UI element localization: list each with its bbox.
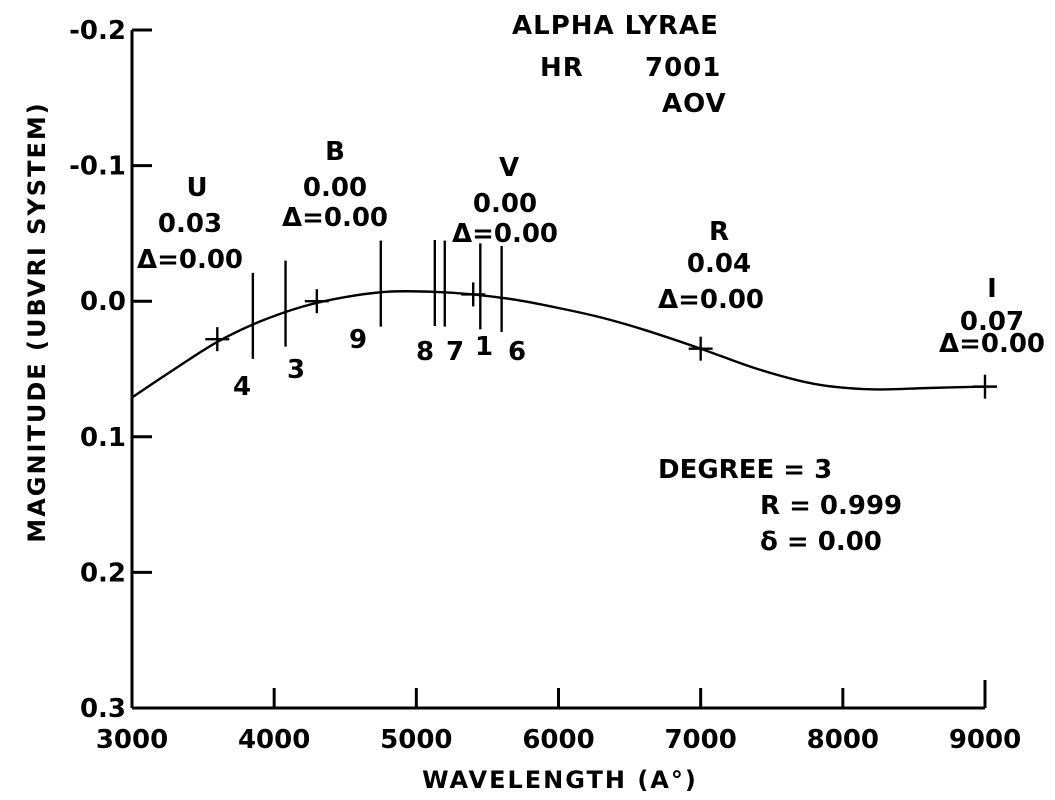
band-label-i: I — [987, 274, 997, 304]
filter-marker-label: 9 — [349, 325, 367, 355]
title-line-1: ALPHA LYRAE — [512, 11, 719, 41]
filter-marker-label: 8 — [416, 337, 434, 367]
band-delta-u: Δ=0.00 — [137, 245, 243, 275]
y-tick-label: 0.1 — [80, 423, 126, 453]
x-tick-label: 3000 — [96, 725, 168, 755]
band-value-r: 0.04 — [687, 249, 751, 279]
band-value-u: 0.03 — [158, 209, 222, 239]
band-value-b: 0.00 — [303, 173, 367, 203]
band-label-r: R — [709, 217, 729, 247]
fit-curve-layer — [131, 289, 986, 399]
axes: 3000 4000 5000 6000 7000 8000 9000-0.2-0.10.00… — [69, 16, 1021, 755]
fit-stat-degree: DEGREE = 3 — [658, 455, 832, 485]
band-value-i: 0.07 — [960, 307, 1024, 337]
fit-stat-r: R = 0.999 — [760, 491, 902, 521]
x-axis-title: WAVELENGTH (A°) — [422, 766, 698, 794]
filter-marker-label: 6 — [508, 337, 526, 367]
x-tick-label: 9000 — [949, 725, 1021, 755]
band-label-v: V — [499, 153, 519, 183]
filter-marker-label: 7 — [446, 337, 464, 367]
filter-marker-label: 3 — [287, 355, 305, 385]
filter-marker-label: 1 — [475, 332, 493, 362]
y-tick-label: -0.2 — [69, 16, 126, 46]
band-delta-i: Δ=0.00 — [939, 329, 1045, 359]
filter-marker-label: 4 — [233, 372, 251, 402]
fit-stat-delta: δ = 0.00 — [760, 527, 882, 557]
band-value-v: 0.00 — [473, 189, 537, 219]
band-delta-r: Δ=0.00 — [658, 285, 764, 315]
band-label-b: B — [325, 137, 345, 167]
filter-markers: 4 3 9 8 7 1 6 — [233, 239, 526, 402]
x-tick-label: 8000 — [807, 725, 879, 755]
x-tick-label: 6000 — [522, 725, 594, 755]
band-label-u: U — [186, 173, 207, 203]
y-tick-label: -0.1 — [69, 152, 126, 182]
band-delta-b: Δ=0.00 — [282, 203, 388, 233]
y-axis-title: MAGNITUDE (UBVRI SYSTEM) — [23, 101, 51, 542]
fit-curve — [131, 289, 986, 399]
y-tick-label: 0.3 — [80, 694, 126, 724]
y-tick-label: 0.0 — [80, 287, 126, 317]
title-hr: HR — [540, 53, 584, 83]
y-tick-label: 0.2 — [80, 558, 126, 588]
x-tick-label: 7000 — [664, 725, 736, 755]
x-tick-label: 5000 — [380, 725, 452, 755]
band-delta-v: Δ=0.00 — [452, 219, 558, 249]
x-tick-label: 4000 — [238, 725, 310, 755]
title-spectral-type: AOV — [662, 89, 727, 119]
chart-text: ALPHA LYRAE HR 7001 AOV DEGREE = 3 R = 0… — [23, 11, 902, 794]
title-number: 7001 — [645, 53, 721, 83]
